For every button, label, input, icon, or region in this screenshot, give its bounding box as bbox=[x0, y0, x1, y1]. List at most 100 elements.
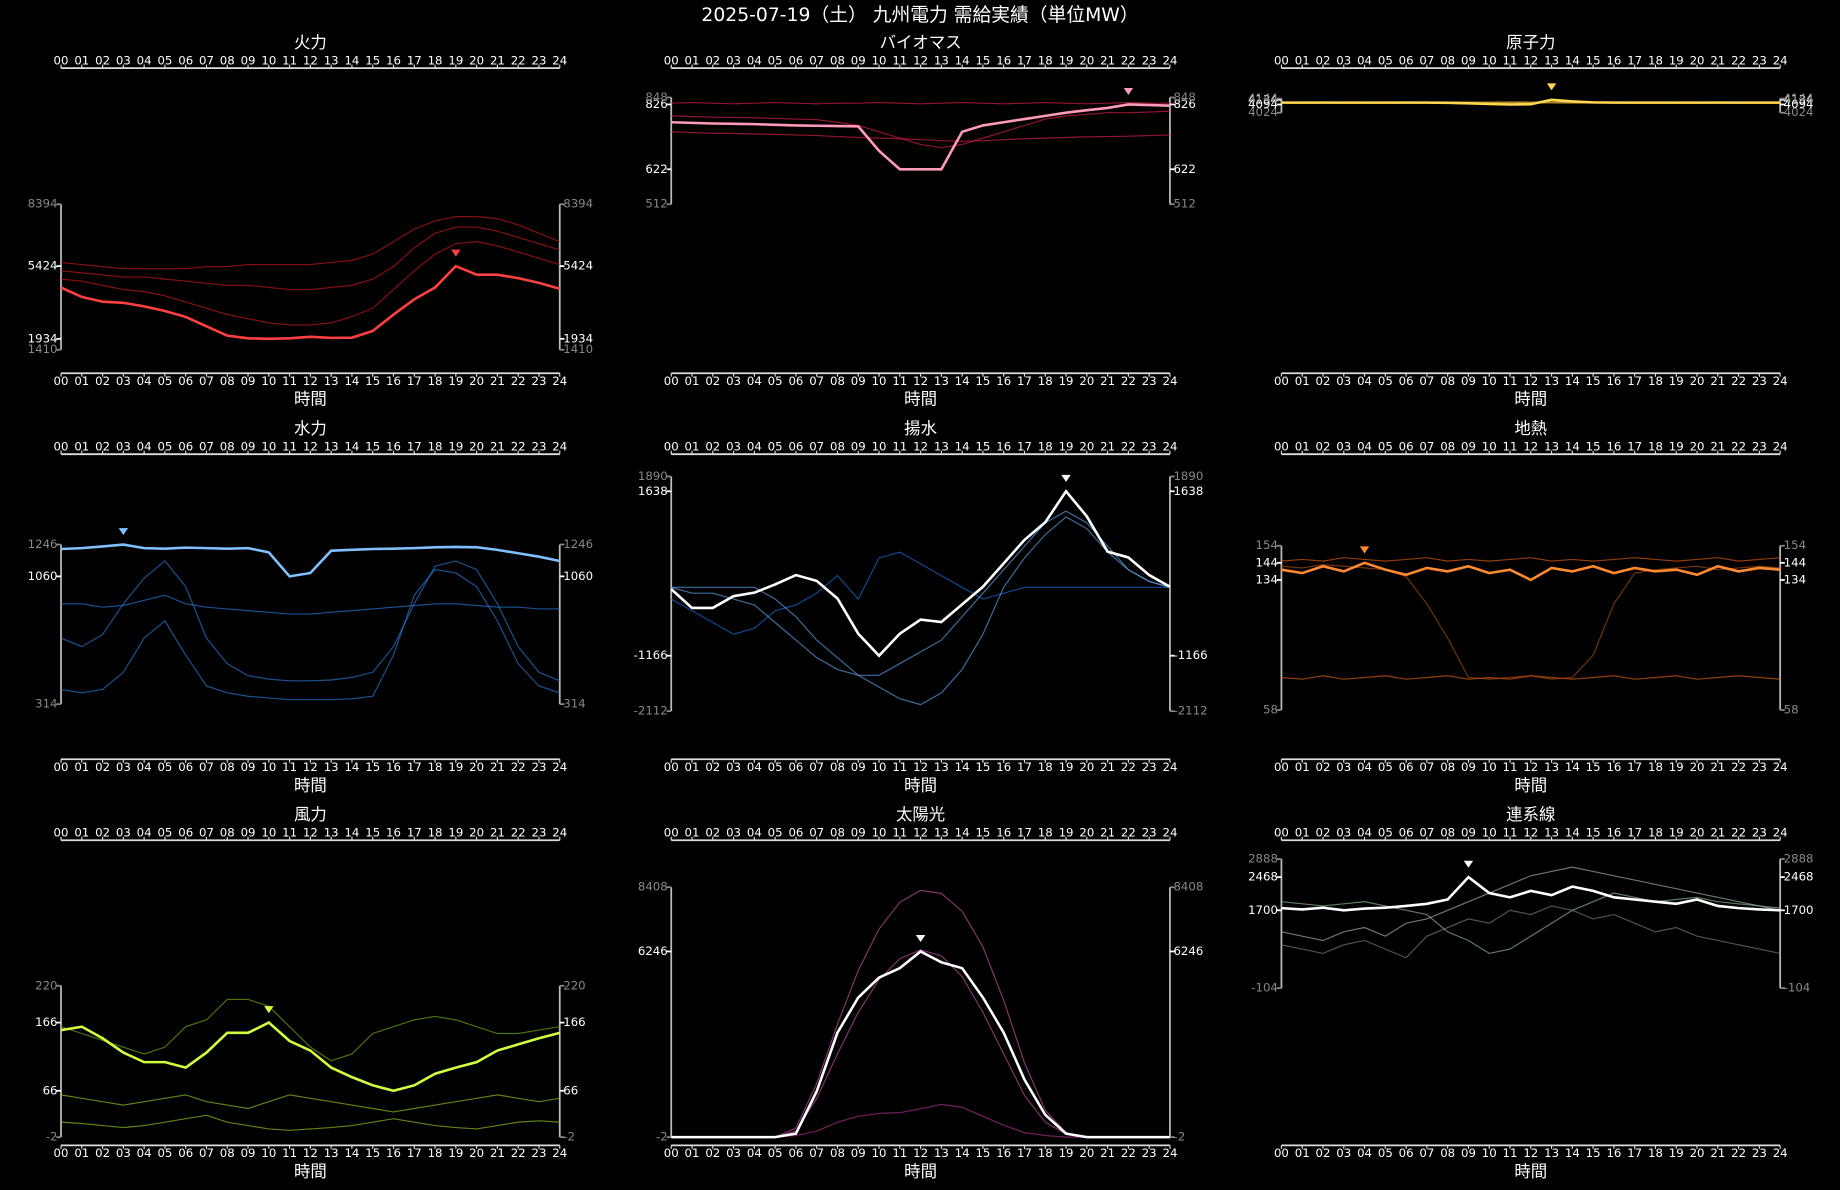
x-tick-label: 00 bbox=[1274, 760, 1289, 774]
x-tick-label: 03 bbox=[1336, 1146, 1351, 1160]
x-tick-label: 00 bbox=[1274, 374, 1289, 388]
x-tick-label: 01 bbox=[1295, 440, 1310, 454]
x-tick-label: 15 bbox=[365, 440, 380, 454]
y-tick-label: 4134 bbox=[1248, 92, 1278, 106]
x-tick-label: 18 bbox=[1038, 826, 1053, 840]
x-tick-label: 15 bbox=[1586, 374, 1601, 388]
x-tick-label: 09 bbox=[241, 440, 256, 454]
series-line bbox=[1281, 563, 1781, 680]
x-tick-label: 18 bbox=[1038, 54, 1053, 68]
x-tick-label: 08 bbox=[220, 54, 235, 68]
x-tick-label: 23 bbox=[1752, 54, 1767, 68]
x-tick-label: 19 bbox=[448, 54, 463, 68]
x-tick-label: 19 bbox=[448, 440, 463, 454]
x-tick-label: 20 bbox=[469, 440, 484, 454]
x-tick-label: 23 bbox=[1142, 54, 1157, 68]
x-tick-label: 15 bbox=[365, 54, 380, 68]
x-tick-label: 24 bbox=[1162, 1146, 1177, 1160]
x-tick-label: 18 bbox=[1038, 1146, 1053, 1160]
x-tick-label: 17 bbox=[407, 1146, 422, 1160]
x-tick-label: 08 bbox=[220, 760, 235, 774]
x-tick-label: 18 bbox=[1648, 374, 1663, 388]
x-tick-label: 15 bbox=[365, 374, 380, 388]
x-tick-label: 00 bbox=[1274, 440, 1289, 454]
x-tick-label: 12 bbox=[1523, 440, 1538, 454]
series-line bbox=[671, 516, 1171, 706]
x-tick-label: 10 bbox=[872, 54, 887, 68]
x-tick-label: 19 bbox=[1059, 54, 1074, 68]
x-tick-label: 19 bbox=[1059, 760, 1074, 774]
series-line bbox=[671, 889, 1170, 1138]
x-tick-label: 20 bbox=[1690, 54, 1705, 68]
x-tick-label: 02 bbox=[95, 440, 110, 454]
x-tick-label: 20 bbox=[469, 1146, 484, 1160]
x-tick-label: 17 bbox=[407, 760, 422, 774]
x-tick-label: 21 bbox=[1710, 760, 1725, 774]
x-tick-label: 05 bbox=[1378, 826, 1393, 840]
x-tick-label: 16 bbox=[386, 826, 401, 840]
x-tick-label: 16 bbox=[996, 826, 1011, 840]
x-tick-label: 09 bbox=[851, 440, 866, 454]
series-line bbox=[671, 110, 1170, 149]
x-tick-label: 02 bbox=[1316, 1146, 1331, 1160]
y-tick-label: 8394 bbox=[563, 197, 593, 211]
x-tick-label: 08 bbox=[1440, 826, 1455, 840]
x-tick-label: 21 bbox=[490, 440, 505, 454]
x-tick-label: 13 bbox=[1544, 374, 1559, 388]
x-tick-label: 06 bbox=[178, 374, 193, 388]
y-tick-label: 1410 bbox=[28, 342, 58, 356]
x-tick-label: 05 bbox=[768, 54, 783, 68]
x-tick-label: 23 bbox=[1142, 440, 1157, 454]
y-tick-label: 4094 bbox=[1784, 97, 1814, 111]
max-marker bbox=[1359, 546, 1370, 554]
x-tick-label: 09 bbox=[241, 760, 256, 774]
x-tick-label: 22 bbox=[1121, 54, 1136, 68]
y-tick-label: 6246 bbox=[1173, 944, 1203, 958]
x-tick-label: 00 bbox=[664, 760, 679, 774]
panel-title: 水力 bbox=[294, 419, 327, 438]
x-tick-label: 09 bbox=[851, 1146, 866, 1160]
x-tick-label: 03 bbox=[116, 440, 131, 454]
x-tick-label: 13 bbox=[934, 374, 949, 388]
x-tick-label: 21 bbox=[1100, 54, 1115, 68]
x-tick-label: 13 bbox=[934, 440, 949, 454]
x-tick-label: 17 bbox=[407, 440, 422, 454]
y-tick-label: 1410 bbox=[563, 342, 593, 356]
x-tick-label: 19 bbox=[1669, 54, 1684, 68]
x-tick-label: 03 bbox=[116, 760, 131, 774]
x-tick-label: 20 bbox=[1079, 1146, 1094, 1160]
series-line bbox=[671, 101, 1170, 105]
x-tick-label: 19 bbox=[1059, 374, 1074, 388]
x-tick-label: 20 bbox=[1690, 440, 1705, 454]
panel-title: 揚水 bbox=[904, 419, 937, 438]
x-tick-label: 06 bbox=[178, 54, 193, 68]
x-tick-label: 09 bbox=[1461, 826, 1476, 840]
x-tick-label: 20 bbox=[1690, 374, 1705, 388]
y-tick-label: 58 bbox=[1784, 702, 1799, 716]
x-tick-label: 08 bbox=[830, 1146, 845, 1160]
x-tick-label: 04 bbox=[1357, 760, 1372, 774]
x-tick-label: 09 bbox=[1461, 760, 1476, 774]
series-line bbox=[60, 998, 560, 1062]
x-tick-label: 16 bbox=[386, 1146, 401, 1160]
x-tick-label: 04 bbox=[137, 54, 152, 68]
max-marker bbox=[264, 1006, 274, 1014]
x-axis-label: 時間 bbox=[294, 776, 327, 795]
series-line bbox=[1281, 892, 1781, 955]
y-tick-label: 1638 bbox=[1173, 484, 1203, 498]
max-marker bbox=[118, 528, 129, 536]
x-tick-label: 21 bbox=[490, 1146, 505, 1160]
x-tick-label: 00 bbox=[54, 374, 69, 388]
x-tick-label: 24 bbox=[1162, 760, 1177, 774]
x-tick-label: 07 bbox=[1419, 760, 1434, 774]
x-tick-label: 03 bbox=[1336, 826, 1351, 840]
y-tick-label: 1700 bbox=[1784, 903, 1814, 917]
x-tick-label: 19 bbox=[448, 374, 463, 388]
x-tick-label: 04 bbox=[137, 1146, 152, 1160]
panel-title: 原子力 bbox=[1506, 33, 1555, 52]
x-tick-label: 02 bbox=[705, 54, 720, 68]
y-tick-label: 314 bbox=[563, 697, 585, 711]
x-tick-label: 04 bbox=[1357, 1146, 1372, 1160]
x-tick-label: 10 bbox=[261, 1146, 276, 1160]
x-tick-label: 16 bbox=[386, 440, 401, 454]
